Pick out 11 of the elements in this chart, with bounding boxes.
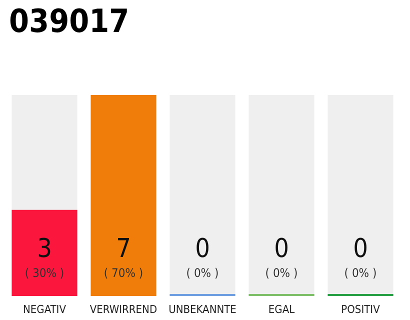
data-label: 3 ( 30% ) — [24, 234, 64, 280]
data-label: 0 ( 0% ) — [265, 234, 298, 280]
data-label: 7 ( 70% ) — [104, 234, 144, 280]
data-label: 0 ( 0% ) — [186, 234, 219, 280]
x-tick-label: UNBEKANNTE — [168, 303, 236, 316]
x-tick-label: EGAL — [268, 303, 296, 316]
x-tick-label: NEGATIV — [23, 303, 66, 316]
x-tick-label: POSITIV — [341, 303, 380, 316]
data-label: 0 ( 0% ) — [344, 234, 377, 280]
chart-title: 039017 — [9, 2, 130, 40]
x-tick-label: VERWIRREND — [90, 303, 158, 316]
